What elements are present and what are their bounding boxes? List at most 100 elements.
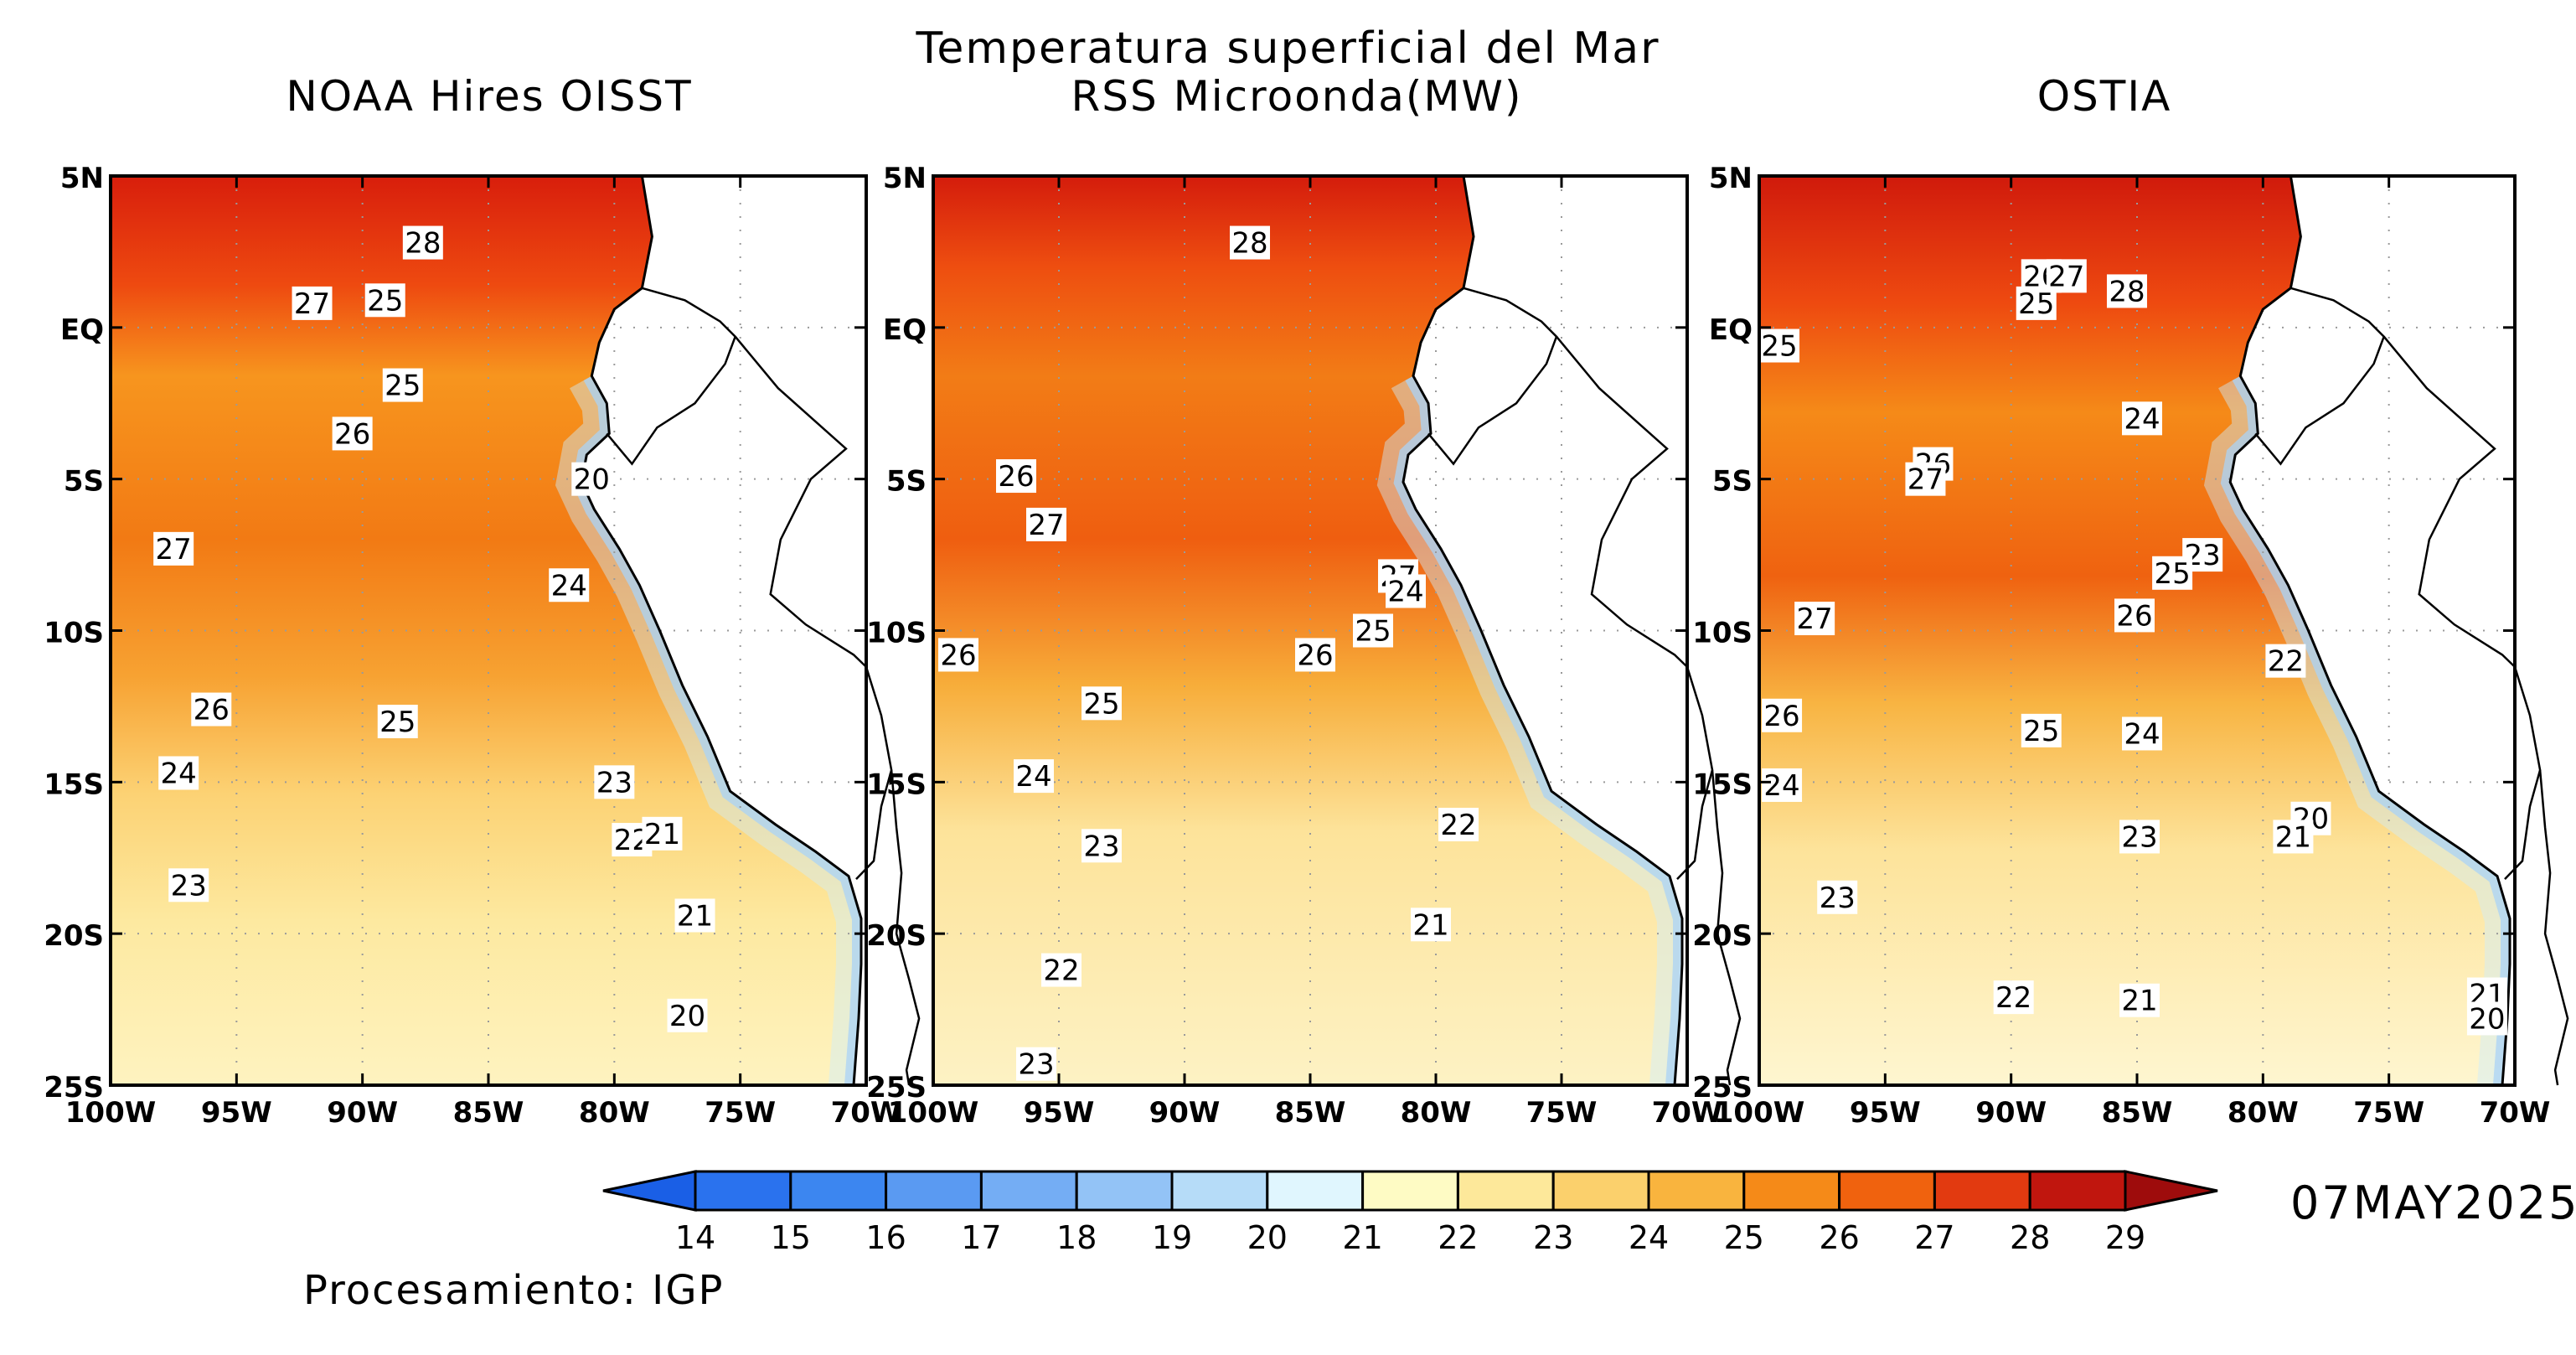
svg-text:22: 22 (2268, 645, 2304, 679)
svg-text:22: 22 (1995, 981, 2031, 1015)
svg-text:26: 26 (2116, 599, 2152, 633)
panel-title-oisst: NOAA Hires OISST (286, 72, 693, 121)
svg-text:20: 20 (669, 1000, 705, 1033)
lat-tick-label: 15S (1692, 768, 1753, 801)
lat-tick-label: 5S (64, 465, 104, 499)
country-border (2538, 769, 2569, 1086)
contour-label: 21 (2119, 983, 2160, 1018)
coastline (580, 175, 863, 1086)
svg-text:28: 28 (405, 227, 441, 261)
lat-tick-label: 10S (866, 617, 927, 650)
contour-label: 26 (1295, 638, 1335, 672)
svg-text:20: 20 (2469, 1002, 2505, 1036)
colorbar-arrow-high (2124, 1170, 2218, 1212)
svg-text:21: 21 (677, 899, 713, 933)
contour-label: 27 (1905, 462, 1946, 497)
lon-tick-label: 95W (1850, 1096, 1921, 1130)
lon-tick-label: 85W (2102, 1096, 2173, 1130)
contour-label: 27 (153, 531, 194, 566)
svg-text:25: 25 (1355, 615, 1391, 649)
contour-label: 21 (2273, 820, 2314, 854)
contour-label: 25 (1353, 613, 1393, 649)
svg-text:26: 26 (940, 639, 976, 672)
lon-tick-label: 95W (1024, 1096, 1095, 1130)
contour-label: 24 (549, 568, 590, 603)
svg-text:27: 27 (1797, 603, 1833, 636)
lat-tick-label: EQ (1709, 313, 1753, 347)
coastline (2228, 175, 2511, 1086)
date-label: 07MAY2025 (2290, 1177, 2576, 1229)
lat-tick-label: 10S (1692, 617, 1753, 650)
colorbar-label: 19 (1152, 1219, 1192, 1256)
lat-tick-label: 25S (866, 1071, 927, 1104)
colorbar-box (789, 1170, 888, 1212)
lat-tick-label: 5S (1712, 465, 1753, 499)
colorbar-box (1075, 1170, 1174, 1212)
lat-tick-label: 20S (866, 919, 927, 953)
contour-label: 24 (158, 756, 199, 790)
colorbar-box (1361, 1170, 1459, 1212)
contour-label: 25 (364, 283, 405, 318)
colorbar-label: 17 (961, 1219, 1001, 1256)
colorbar-box (1551, 1170, 1650, 1212)
lon-tick-label: 95W (201, 1096, 272, 1130)
svg-text:21: 21 (2275, 820, 2311, 854)
contour-label: 23 (1016, 1047, 1056, 1082)
svg-text:22: 22 (1440, 809, 1476, 842)
svg-text:25: 25 (385, 370, 421, 403)
svg-text:21: 21 (1412, 908, 1448, 942)
contour-label: 24 (2122, 716, 2163, 751)
contour-label: 24 (2122, 401, 2163, 436)
lon-tick-label: 75W (2353, 1096, 2424, 1130)
contour-label: 25 (2016, 286, 2057, 321)
svg-text:28: 28 (2109, 275, 2145, 308)
colorbar-label: 21 (1342, 1219, 1382, 1256)
contour-label: 25 (2152, 556, 2193, 591)
contour-label: 26 (2114, 598, 2155, 633)
colorbar-label: 29 (2105, 1219, 2145, 1256)
contour-label: 21 (1411, 908, 1451, 942)
country-border (1676, 666, 1714, 880)
contour-label: 24 (1762, 768, 1803, 803)
svg-text:27: 27 (1907, 463, 1944, 497)
contour-label: 22 (1438, 807, 1479, 842)
svg-text:21: 21 (644, 818, 680, 851)
country-border (734, 335, 867, 668)
colorbar-box (1742, 1170, 1841, 1212)
colorbar-label: 14 (675, 1219, 715, 1256)
contour-label: 28 (1230, 225, 1270, 261)
lat-tick-label: 5N (1709, 162, 1753, 195)
svg-text:23: 23 (1820, 882, 1856, 915)
svg-text:24: 24 (1387, 575, 1423, 608)
svg-text:25: 25 (379, 706, 416, 739)
country-border (2504, 666, 2542, 880)
contour-label: 25 (1759, 328, 1800, 364)
contour-label: 26 (996, 459, 1036, 494)
lon-tick-label: 80W (2228, 1096, 2299, 1130)
contour-label: 25 (377, 705, 418, 739)
contour-label: 27 (292, 286, 333, 321)
contour-label: 28 (402, 225, 443, 261)
contour-label: 23 (1082, 829, 1122, 863)
colorbar: 14 15 16 17 18 19 20 21 22 23 24 25 26 27 28 29 (602, 1170, 2218, 1256)
panel-title-rss: RSS Microonda(MW) (1071, 72, 1523, 121)
svg-text:24: 24 (2124, 717, 2160, 751)
colorbar-label: 27 (1914, 1219, 1954, 1256)
map-panel-1: 2826272724252626252423222122235NEQ5S10S1… (866, 162, 1742, 1130)
contour-label: 22 (2265, 644, 2306, 679)
lon-tick-label: 85W (453, 1096, 524, 1130)
svg-text:23: 23 (2121, 820, 2157, 854)
colorbar-box (1170, 1170, 1269, 1212)
lat-tick-label: 20S (44, 919, 104, 953)
svg-text:23: 23 (596, 766, 632, 799)
svg-text:27: 27 (294, 287, 330, 321)
lat-tick-label: EQ (883, 313, 927, 347)
svg-text:23: 23 (171, 869, 207, 902)
lon-tick-label: 80W (1401, 1096, 1472, 1130)
colorbar-label: 25 (1724, 1219, 1764, 1256)
contour-label: 28 (2106, 274, 2147, 308)
svg-text:27: 27 (1028, 509, 1064, 542)
lon-tick-label: 70W (831, 1096, 902, 1130)
colorbar-label: 20 (1247, 1219, 1288, 1256)
processing-credit: Procesamiento: IGP (303, 1267, 725, 1314)
